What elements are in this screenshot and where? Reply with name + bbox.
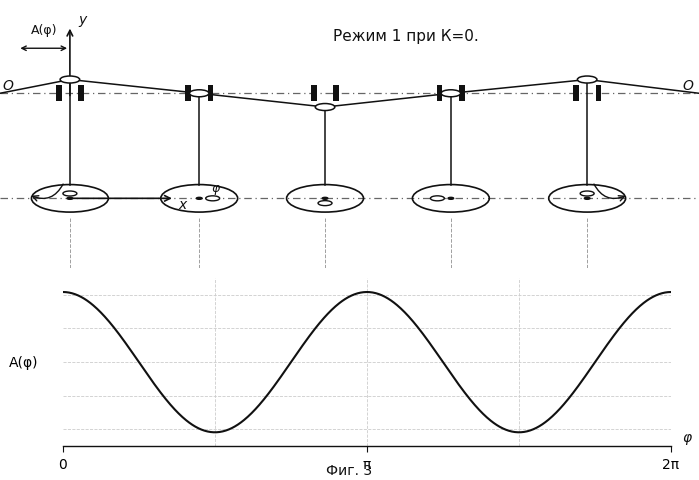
Text: y: y <box>78 12 87 27</box>
Text: x: x <box>178 198 187 212</box>
Bar <box>78 86 84 102</box>
Circle shape <box>60 77 80 84</box>
Circle shape <box>580 192 594 197</box>
Circle shape <box>318 201 332 206</box>
Bar <box>573 86 579 102</box>
Circle shape <box>67 198 73 200</box>
Bar <box>437 86 442 102</box>
Text: φ: φ <box>212 182 220 195</box>
Circle shape <box>315 104 335 111</box>
Circle shape <box>441 91 461 97</box>
Bar <box>208 86 213 102</box>
Text: O: O <box>2 79 13 93</box>
Circle shape <box>189 91 209 97</box>
Circle shape <box>431 196 445 202</box>
Circle shape <box>322 198 328 200</box>
Bar <box>311 86 317 102</box>
Circle shape <box>206 196 219 202</box>
Text: Режим 1 при К=0.: Режим 1 при К=0. <box>333 29 478 44</box>
Circle shape <box>577 77 597 84</box>
Text: Фиг. 3: Фиг. 3 <box>326 463 373 477</box>
Bar <box>185 86 191 102</box>
Circle shape <box>196 198 202 200</box>
Circle shape <box>448 198 454 200</box>
Text: φ: φ <box>683 430 692 444</box>
Y-axis label: A(φ): A(φ) <box>9 355 38 370</box>
Circle shape <box>63 192 77 197</box>
Text: A(φ): A(φ) <box>31 24 57 36</box>
Bar <box>333 86 339 102</box>
Circle shape <box>584 198 590 200</box>
Bar <box>459 86 465 102</box>
Bar <box>56 86 62 102</box>
Bar <box>596 86 601 102</box>
Text: O: O <box>682 79 693 93</box>
